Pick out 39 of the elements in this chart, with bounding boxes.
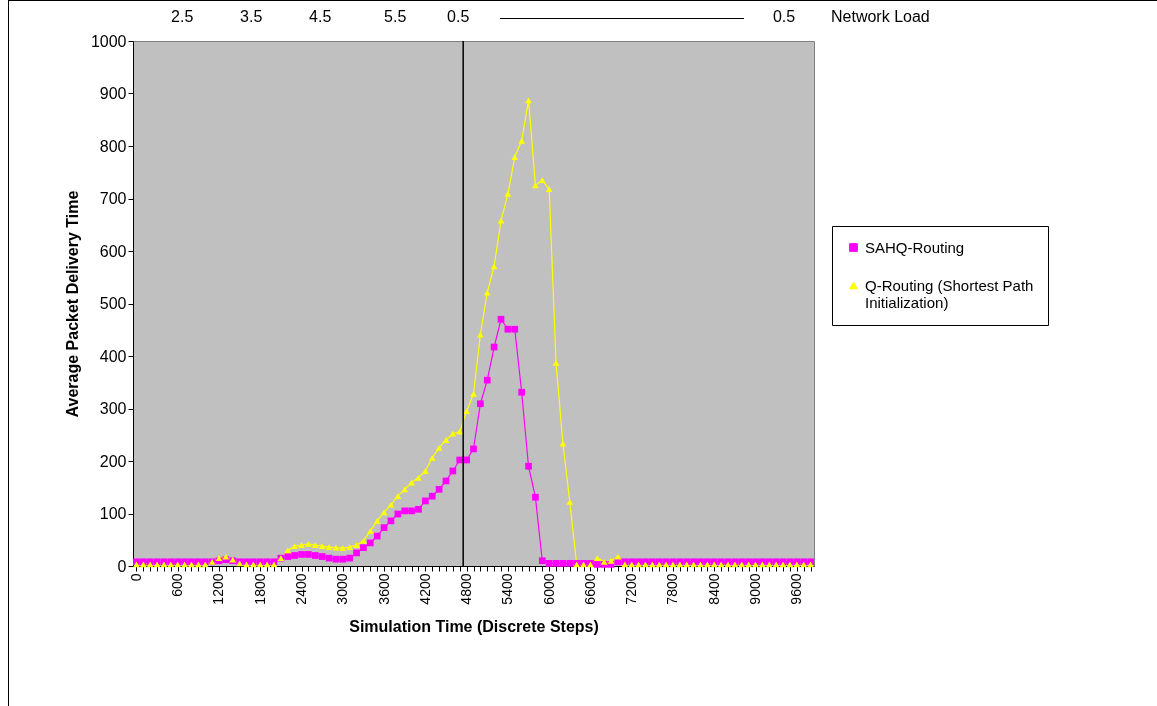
x-tick-label: 6000 [540, 573, 557, 605]
y-tick-label: 300 [99, 400, 127, 417]
y-tick-label: 400 [99, 347, 127, 365]
y-tick-label: 700 [99, 190, 127, 207]
y-tick-label: 200 [99, 452, 127, 470]
x-tick-label: 1200 [210, 573, 227, 605]
text: 2.5 [171, 8, 194, 26]
y-tick-label: 1000 [90, 32, 127, 50]
x-tick-label: 6600 [581, 573, 598, 605]
x-tick-label: 7200 [623, 573, 640, 605]
x-tick-label: 9000 [747, 573, 764, 605]
x-tick-label: 1800 [251, 573, 268, 605]
x-tick-label: 600 [169, 573, 186, 597]
text: 4.5 [309, 8, 332, 26]
text: 5.5 [384, 8, 407, 26]
x-tick-label: 7800 [664, 573, 681, 605]
text: 0.5 [447, 8, 470, 26]
x-axis-title: Simulation Time (Discrete Steps) [349, 617, 599, 635]
y-tick-label: 0 [117, 557, 127, 575]
legend-label: Q-Routing (Shortest Path Initialization) [865, 276, 1034, 311]
y-tick-label: 800 [99, 137, 127, 155]
legend-label: SAHQ-Routing [865, 238, 965, 256]
x-tick-label: 9600 [788, 573, 805, 605]
x-tick-label: 4800 [458, 573, 475, 605]
y-tick-label: 900 [99, 85, 127, 102]
x-tick-label: 3000 [334, 573, 351, 605]
x-tick-label: 0 [127, 573, 144, 582]
x-tick-label: 5400 [499, 573, 516, 605]
y-tick-label: 600 [99, 242, 127, 260]
x-tick-label: 3600 [375, 573, 392, 605]
text: Network Load [831, 8, 930, 26]
x-tick-label: 4200 [416, 573, 433, 605]
text: 3.5 [240, 8, 263, 26]
y-axis-title: Average Packet Delivery Time [63, 190, 81, 418]
text: 0.5 [772, 8, 796, 26]
y-tick-label: 500 [99, 295, 127, 312]
x-tick-label: 2400 [293, 573, 310, 605]
y-tick-label: 100 [99, 505, 127, 522]
x-tick-label: 8400 [705, 573, 722, 605]
